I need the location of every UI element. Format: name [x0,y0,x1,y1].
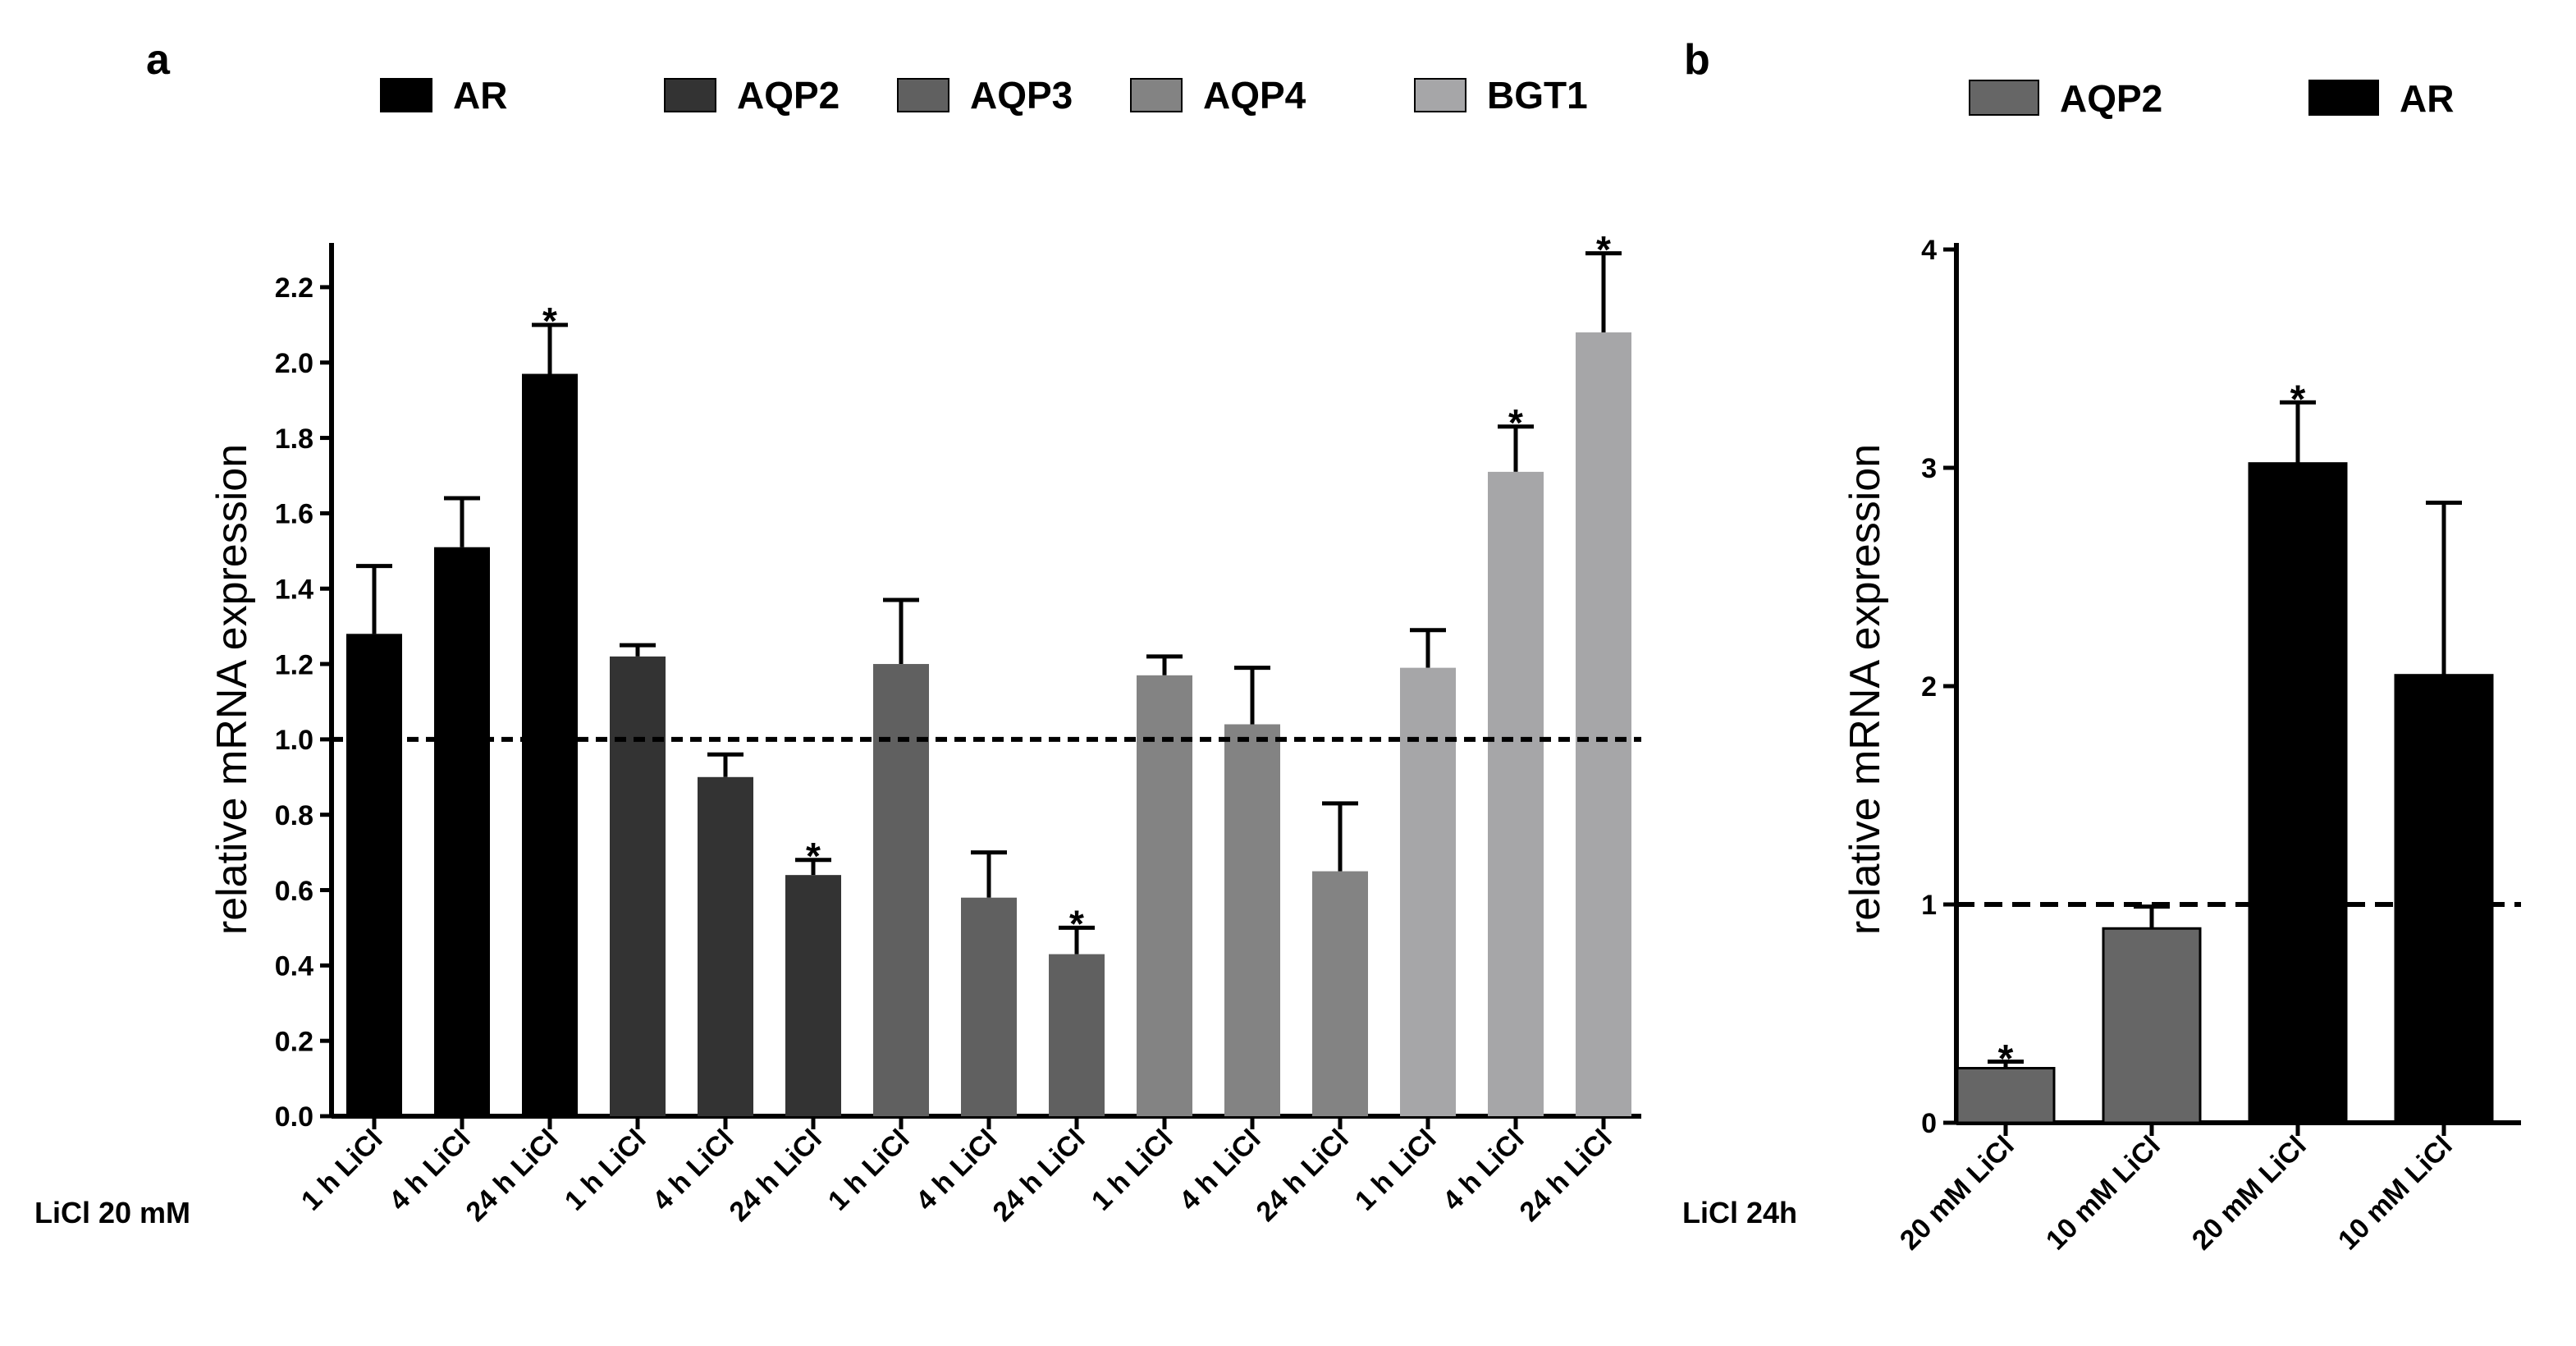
bar-bgt1-24-h-licl [1576,332,1631,1117]
legend-swatch-aqp2 [1969,80,2039,116]
y-tick-label: 3 [1921,453,1937,484]
bar-aqp2-24-h-licl [785,875,841,1116]
bar-ar-1-h-licl [346,634,402,1116]
y-tick-label: 0.8 [275,800,313,831]
legend-label-aqp3: AQP3 [970,74,1073,117]
bar-aqp4-4-h-licl [1224,724,1280,1116]
y-axis-label-b: relative mRNA expression [1842,444,1889,935]
x-tick-label: 10 mM LiCl [2332,1130,2459,1257]
x-tick-label: 24 h LiCl [987,1124,1091,1228]
bar-aqp2-4-h-licl [698,776,753,1116]
x-tick-label: 24 h LiCl [1514,1124,1618,1228]
y-tick-label: 1.4 [275,574,313,605]
condition-label-b: LiCl 24h [1682,1196,1797,1229]
y-tick-label: 1.6 [275,499,313,530]
x-tick-label: 10 mM LiCl [2040,1130,2166,1257]
bar-ar-20-mm-licl [2248,462,2348,1124]
significance-star: * [1596,228,1611,271]
y-tick-label: 2.0 [275,348,313,379]
significance-star: * [1508,401,1523,444]
y-tick-label: 0.2 [275,1026,313,1057]
bar-aqp3-4-h-licl [961,897,1017,1116]
x-tick-label: 1 h LiCl [559,1124,652,1217]
y-tick-label: 0.4 [275,951,313,982]
bar-bgt1-1-h-licl [1400,667,1456,1116]
significance-star: * [1998,1037,2014,1081]
x-tick-label: 20 mM LiCl [1894,1130,2020,1257]
x-tick-label: 20 mM LiCl [2186,1130,2313,1257]
bar-ar-4-h-licl [434,547,490,1116]
y-tick-label: 2 [1921,671,1937,703]
legend-label-ar: AR [2400,77,2454,120]
y-tick-label: 0 [1921,1108,1937,1139]
bar-ar-24-h-licl [522,373,578,1116]
y-tick-label: 0.0 [275,1101,313,1133]
y-tick-label: 1 [1921,890,1937,921]
legend-label-aqp2: AQP2 [737,74,840,117]
x-tick-label: 1 h LiCl [1086,1124,1179,1217]
legend-label-ar: AR [453,74,507,117]
legend-a: AR AQP2 AQP3 AQP4 BGT1 [380,74,1588,117]
legend-label-bgt1: BGT1 [1487,74,1588,117]
legend-swatch-bgt1 [1414,78,1466,112]
y-tick-label: 1.0 [275,725,313,756]
bar-bgt1-4-h-licl [1488,471,1544,1116]
condition-label-a: LiCl 20 mM [34,1196,190,1229]
legend-label-aqp4: AQP4 [1203,74,1306,117]
bar-aqp2-1-h-licl [610,656,666,1116]
legend-label-aqp2: AQP2 [2060,77,2162,120]
legend-swatch-aqp4 [1130,78,1183,112]
bar-ar-10-mm-licl [2394,674,2494,1124]
bar-aqp4-1-h-licl [1137,675,1192,1116]
x-tick-label: 1 h LiCl [295,1124,389,1217]
y-tick-label: 4 [1921,235,1937,266]
y-tick-label: 1.8 [275,423,313,455]
significance-star: * [806,835,821,877]
x-tick-label: 1 h LiCl [822,1124,916,1217]
legend-swatch-ar [380,78,432,112]
x-tick-label: 24 h LiCl [724,1124,828,1228]
y-axis-label-a: relative mRNA expression [208,444,256,935]
x-tick-label: 24 h LiCl [460,1124,565,1228]
bar-aqp3-1-h-licl [873,664,929,1116]
bar-aqp3-24-h-licl [1049,954,1105,1116]
panel-label-b: b [1684,36,1710,84]
legend-swatch-ar [2308,80,2379,116]
legend-swatch-aqp3 [897,78,949,112]
y-tick-label: 2.2 [275,272,313,304]
significance-star: * [2290,378,2306,422]
chart-a: 0.0 0.2 0.4 0.6 0.8 1.0 1.2 1.4 1.6 1.8 2.0 2.2 1 h … [275,228,1641,1228]
bar-aqp2-10-mm-licl [2102,927,2202,1124]
bar-aqp4-24-h-licl [1312,871,1368,1116]
y-tick-label: 1.2 [275,649,313,680]
y-tick-label: 0.6 [275,876,313,907]
significance-star: * [1069,903,1084,945]
significance-star: * [542,300,557,342]
legend-b: AQP2 AR [1969,77,2454,120]
legend-swatch-aqp2 [664,78,716,112]
panel-label-a: a [146,36,171,84]
x-tick-label: 24 h LiCl [1251,1124,1355,1228]
x-tick-label: 1 h LiCl [1349,1124,1443,1217]
